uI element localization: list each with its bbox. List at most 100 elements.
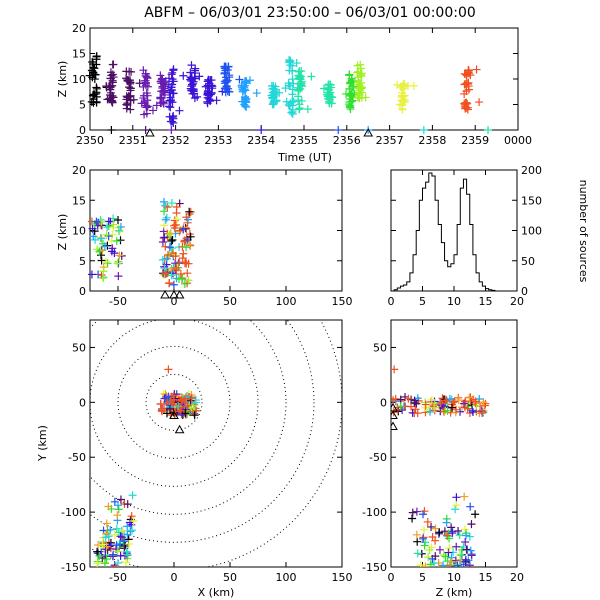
source-cross [113, 558, 122, 567]
source-cross [461, 538, 470, 547]
source-cross [206, 76, 215, 85]
station-triangle [169, 289, 179, 299]
source-cross [268, 93, 277, 102]
source-cross [220, 64, 229, 73]
source-cross [161, 201, 170, 210]
source-cross [125, 92, 134, 101]
yz-y-ticks: -150 -100 -50 0 50 [362, 341, 517, 574]
source-cross [113, 511, 122, 520]
figure-title: ABFM – 06/03/01 23:50:00 – 06/03/01 00:0… [144, 5, 476, 21]
source-cross [189, 77, 198, 86]
source-cross [122, 74, 131, 83]
source-cross [179, 225, 188, 234]
source-cross [459, 399, 468, 408]
source-cross [408, 508, 417, 517]
source-cross [169, 66, 178, 75]
source-cross [174, 402, 183, 411]
tick-label: 2358 [418, 134, 446, 147]
source-cross [108, 98, 117, 107]
tick-label: -50 [369, 451, 387, 464]
source-cross [128, 526, 137, 535]
range-ring [90, 320, 259, 487]
tick-label: -100 [61, 506, 86, 519]
source-cross [466, 502, 475, 511]
time-height-x-ticks: 2350 2351 2352 2353 2354 2355 2356 2357 2358 2359… [76, 28, 532, 147]
source-cross [156, 400, 165, 409]
tick-label: 10 [72, 73, 86, 86]
source-cross [465, 532, 474, 541]
source-cross [168, 80, 177, 89]
source-cross [123, 101, 132, 110]
source-cross [354, 76, 363, 85]
source-cross [418, 534, 427, 543]
source-cross [461, 525, 470, 534]
time-height-sources [85, 52, 493, 137]
source-cross [160, 90, 169, 99]
source-cross [269, 84, 278, 93]
source-cross [140, 110, 149, 119]
tick-label: 200 [521, 164, 542, 177]
source-cross [112, 524, 121, 533]
source-cross [183, 401, 192, 410]
source-cross [421, 562, 430, 567]
station-triangle [169, 410, 179, 420]
source-cross [294, 96, 303, 105]
source-cross [139, 91, 148, 100]
source-cross [435, 545, 444, 554]
source-cross [431, 552, 440, 561]
source-cross [166, 117, 175, 126]
source-cross [141, 126, 150, 134]
source-cross [137, 99, 146, 108]
station-triangle [145, 127, 155, 137]
source-cross [413, 537, 422, 546]
tick-label: 50 [223, 295, 237, 308]
source-cross [294, 67, 303, 76]
source-cross [220, 77, 229, 86]
source-cross [161, 270, 170, 279]
source-cross [88, 91, 97, 100]
tick-label: -50 [109, 295, 127, 308]
source-cross [288, 98, 297, 107]
source-cross [123, 500, 132, 509]
tick-label: 5 [79, 99, 86, 112]
tick-label: 150 [332, 571, 353, 584]
source-cross [191, 66, 200, 75]
tick-label: 10 [447, 571, 461, 584]
source-cross [165, 230, 174, 239]
source-cross [157, 79, 166, 88]
source-cross [190, 74, 199, 83]
source-cross [222, 75, 231, 84]
source-cross [106, 83, 115, 92]
source-cross [171, 220, 180, 229]
source-cross [104, 532, 113, 541]
source-cross [118, 526, 127, 535]
source-cross [421, 400, 430, 409]
source-cross [171, 252, 180, 261]
time-height-y-ticks: 0 5 10 15 20 [72, 22, 518, 137]
source-cross [177, 396, 186, 405]
source-cross [241, 97, 250, 106]
source-cross [170, 221, 179, 230]
source-cross [107, 126, 116, 134]
tick-label: 15 [72, 48, 86, 61]
source-cross [113, 547, 122, 556]
source-cross [447, 403, 456, 412]
source-cross [165, 74, 174, 83]
xz-panel: 0 5 10 15 20 -50 0 50 100 150 Z (km) [56, 164, 353, 308]
tick-label: -100 [362, 506, 387, 519]
source-cross [442, 531, 451, 540]
source-cross [324, 81, 333, 90]
source-cross [114, 226, 123, 235]
source-cross [468, 406, 477, 415]
source-cross [466, 546, 475, 555]
source-cross [427, 522, 436, 531]
source-cross [160, 207, 169, 216]
source-cross [463, 404, 472, 413]
source-cross [179, 71, 188, 80]
source-cross [114, 215, 123, 224]
plan-view-panel: -150 -100 -50 0 50 -50 0 50 100 150 Y (km) X (km… [36, 319, 353, 599]
source-cross [167, 271, 176, 280]
source-cross [396, 395, 405, 404]
source-cross [355, 89, 364, 98]
source-cross [167, 236, 176, 245]
